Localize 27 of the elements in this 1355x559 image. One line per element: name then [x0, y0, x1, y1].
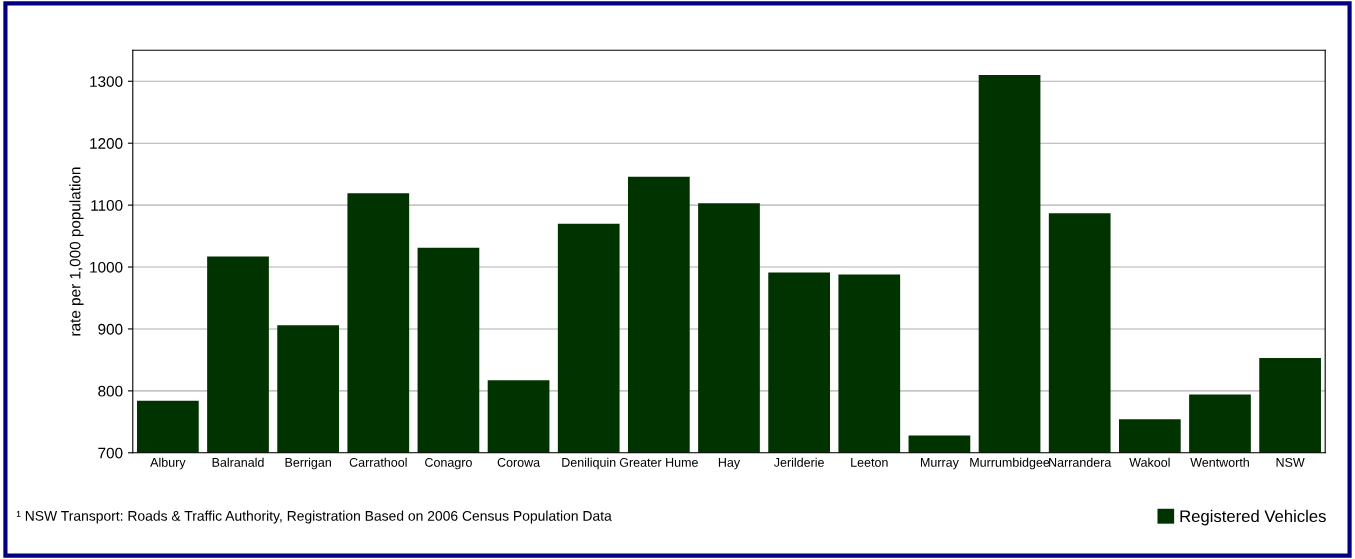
x-tick-label: Corowa: [497, 457, 541, 467]
x-tick-label: Leeton: [851, 458, 888, 467]
x-tick-label: Hay: [718, 458, 741, 470]
x-tick-label: NSW: [1276, 457, 1305, 467]
y-axis-title: rate per 1,000 population: [69, 167, 84, 336]
x-tick-label: Deniliquin: [562, 457, 616, 470]
x-tick-label: Berrigan: [285, 457, 331, 470]
x-tick-label: Murray: [920, 458, 959, 470]
x-tick-label: Balranald: [212, 457, 264, 467]
y-tick-label: 1100: [91, 199, 123, 211]
x-tick-label: Albury: [150, 457, 186, 470]
y-tick-label: 700: [98, 447, 123, 459]
x-tick-label: Murrumbidgee: [970, 457, 1050, 470]
x-tick-label: Wentworth: [1190, 457, 1249, 467]
y-tick-label: 1000: [90, 261, 123, 273]
x-tick-label: Wakool: [1129, 457, 1170, 467]
x-tick-label: Narrandera: [1049, 457, 1112, 467]
text: ¹ NSW Transport: Roads & Traffic Authority, Registration Based on 2006 Census Population Data: [16, 510, 612, 524]
y-tick-label: 1300: [90, 76, 123, 87]
x-tick-label: Greater Hume: [619, 457, 698, 467]
y-tick-label: 900: [98, 323, 123, 335]
x-tick-label: Jerilderie: [773, 457, 824, 467]
y-tick-label: 800: [98, 385, 123, 397]
legend-label: Registered Vehicles: [1180, 509, 1326, 526]
x-tick-label: Conagro: [425, 457, 472, 470]
y-tick-label: 1200: [90, 138, 123, 149]
x-tick-label: Carrathool: [349, 457, 407, 467]
